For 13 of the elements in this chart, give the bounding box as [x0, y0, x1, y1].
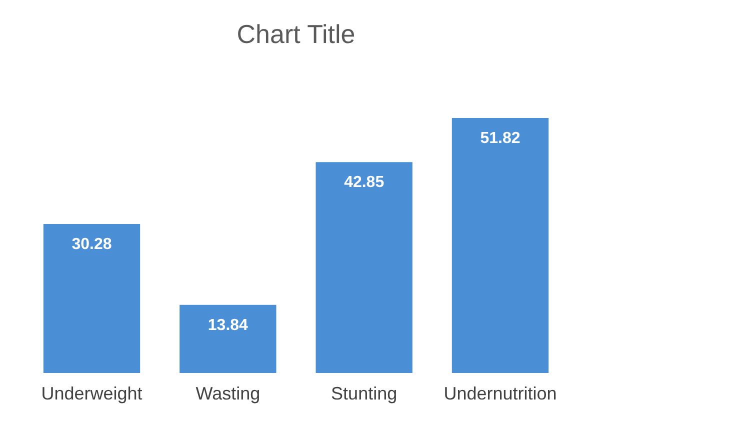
x-tick-label: Underweight	[41, 384, 142, 404]
x-tick-label: Wasting	[196, 384, 260, 404]
bar	[452, 118, 549, 373]
bar	[316, 162, 412, 373]
data-label: 51.82	[480, 130, 520, 147]
data-label: 13.84	[208, 316, 248, 334]
bar	[180, 304, 276, 373]
data-label: 30.28	[72, 236, 112, 253]
x-tick-label: Undernutrition	[444, 384, 557, 404]
chart-title: Chart Title	[236, 19, 356, 49]
x-tick-label: Stunting	[331, 384, 398, 404]
bar	[43, 224, 140, 373]
data-label: 42.85	[344, 174, 384, 192]
